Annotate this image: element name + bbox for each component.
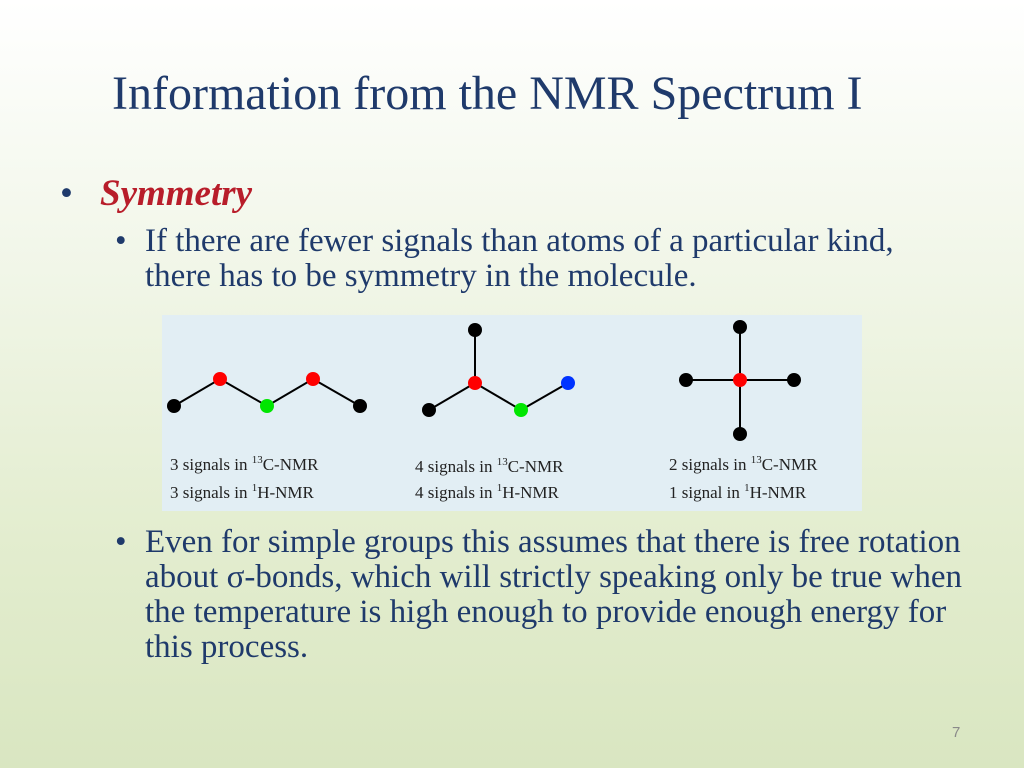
atom-red — [306, 372, 320, 386]
molecule-3-h1-caption: 1 signal in 1H-NMR — [669, 482, 807, 503]
free-rotation-after: -bonds, which will strictly speaking onl… — [145, 559, 962, 665]
molecule-2-c13-caption: 4 signals in 13C-NMR — [415, 456, 564, 477]
molecule-1 — [173, 378, 361, 407]
atom-red — [213, 372, 227, 386]
symmetry-text-body: If there are fewer signals than atoms of… — [145, 223, 894, 294]
atom-black — [787, 373, 801, 387]
free-rotation-before: Even for simple groups this assumes that… — [145, 524, 961, 595]
molecule-1-c13-caption: 3 signals in 13C-NMR — [170, 454, 319, 475]
page-number: 7 — [952, 724, 961, 741]
atom-red — [468, 376, 482, 390]
symmetry-label: Symmetry — [100, 173, 253, 214]
atom-black — [733, 427, 747, 441]
free-rotation-text: • Even for simple groups this assumes th… — [115, 524, 965, 665]
molecule-diagrams — [167, 320, 801, 441]
molecule-3-c13-caption: 2 signals in 13C-NMR — [669, 454, 818, 475]
atom-black — [353, 399, 367, 413]
symmetry-text: • If there are fewer signals than atoms … — [115, 223, 965, 294]
atom-red — [733, 373, 747, 387]
sigma-symbol: σ — [226, 559, 245, 595]
sub-bullet: • — [115, 223, 127, 259]
molecule-2-atoms — [422, 323, 575, 417]
molecule-2 — [428, 330, 569, 411]
atom-green — [514, 403, 528, 417]
atom-blue — [561, 376, 575, 390]
atom-black — [679, 373, 693, 387]
molecule-2-h1-caption: 4 signals in 1H-NMR — [415, 482, 559, 503]
atom-black — [733, 320, 747, 334]
symmetry-heading: • Symmetry — [60, 172, 252, 215]
molecule-1-atoms — [167, 372, 367, 413]
slide-title: Information from the NMR Spectrum I — [112, 67, 863, 120]
atom-black — [167, 399, 181, 413]
atom-green — [260, 399, 274, 413]
molecule-1-h1-caption: 3 signals in 1H-NMR — [170, 482, 314, 503]
atom-black — [422, 403, 436, 417]
sub-bullet: • — [115, 524, 127, 560]
atom-black — [468, 323, 482, 337]
molecule-panel: 3 signals in 13C-NMR 3 signals in 1H-NMR… — [162, 315, 862, 511]
molecule-3-atoms — [679, 320, 801, 441]
bullet: • — [60, 173, 73, 214]
